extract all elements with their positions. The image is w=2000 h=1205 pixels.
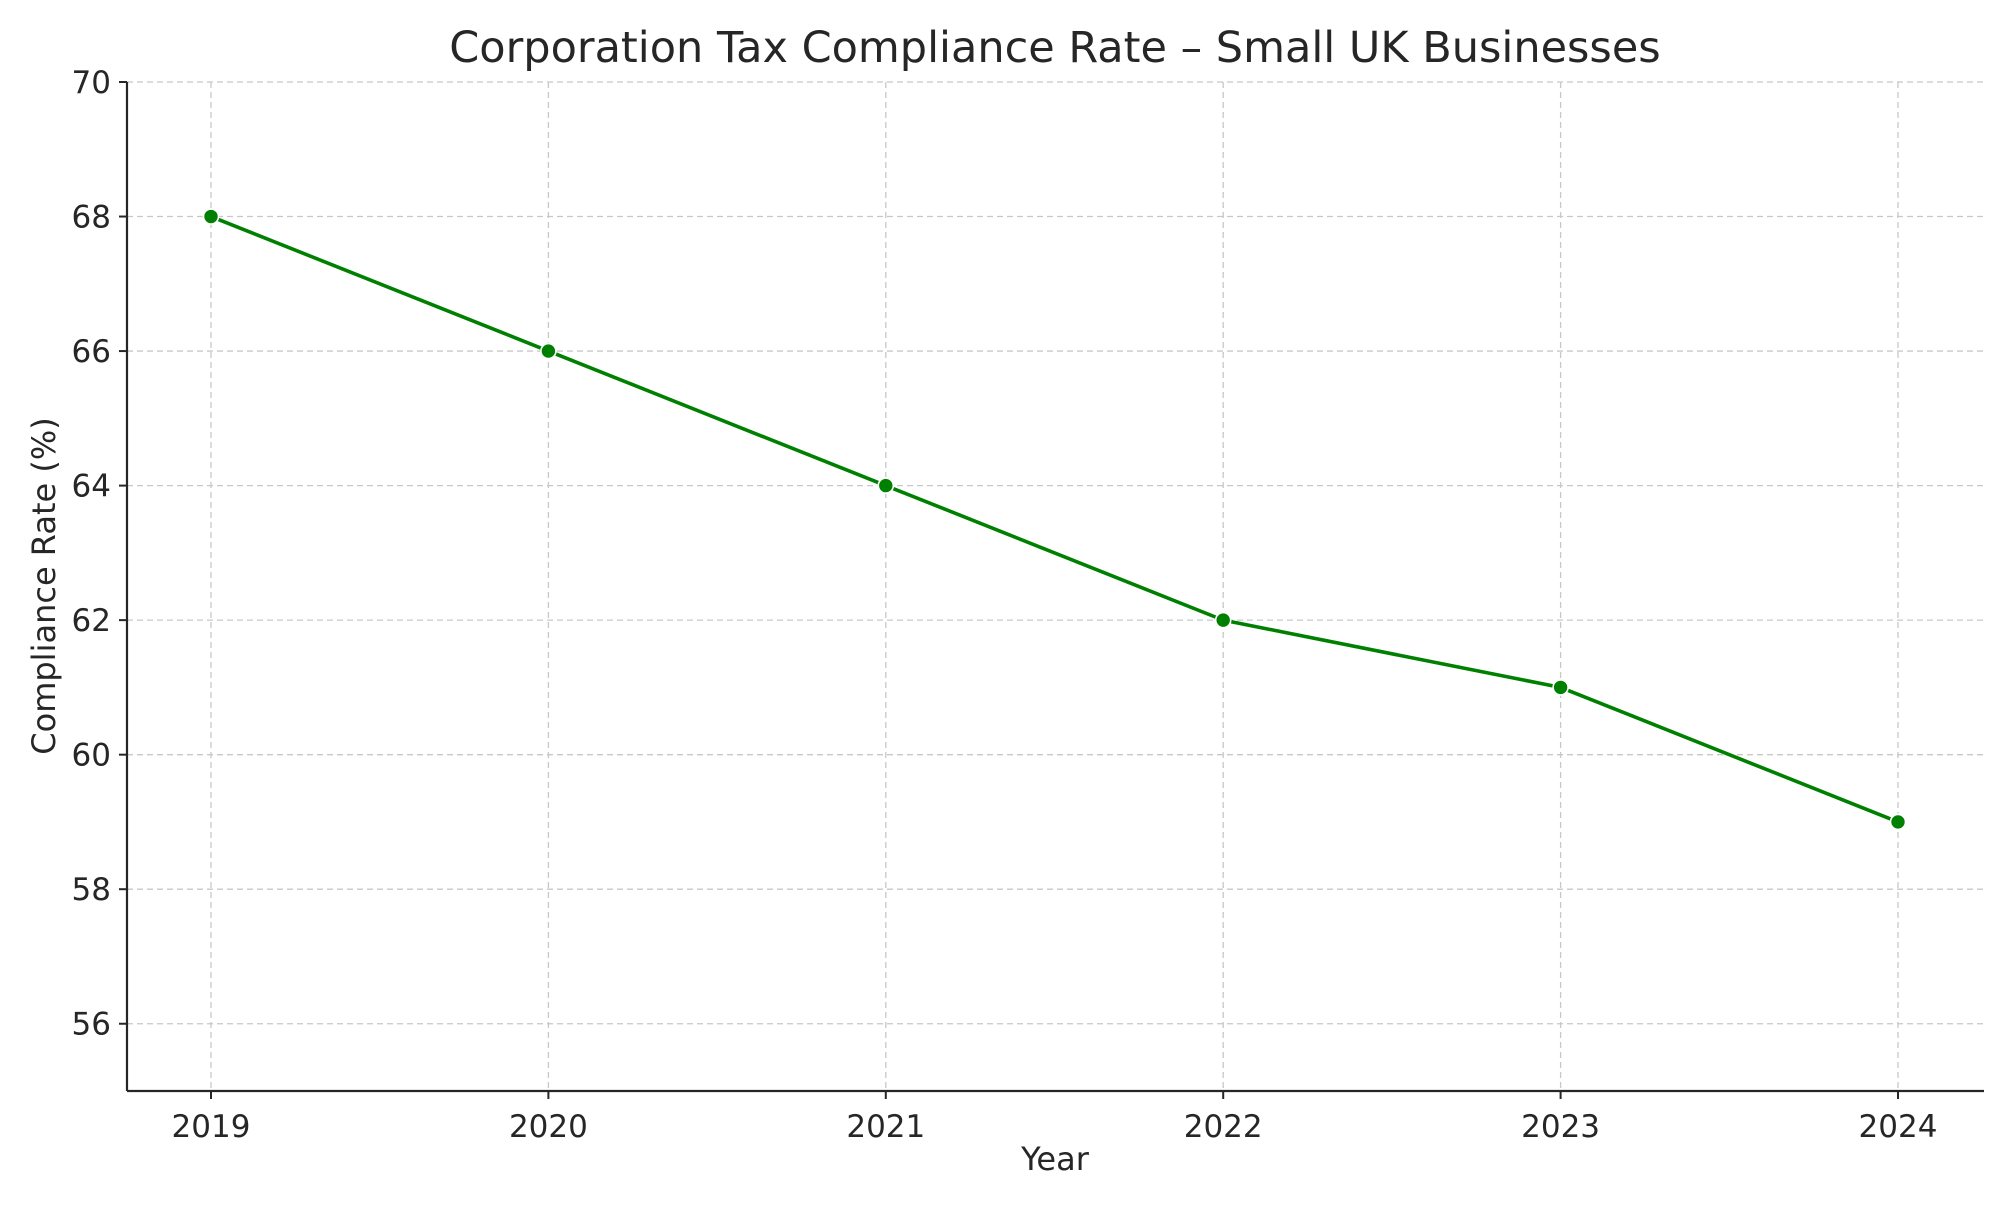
x-tick-label: 2022	[1184, 1109, 1263, 1145]
ticks: 2019 2020 2021 2022 2023 2024 56 58 60 62 64 66 68 70	[72, 65, 1938, 1145]
data-point	[540, 342, 557, 360]
y-tick-label: 68	[72, 200, 111, 236]
series	[202, 208, 1907, 831]
y-tick-label: 64	[72, 469, 111, 505]
x-tick-label: 2023	[1521, 1109, 1600, 1145]
y-tick-label: 58	[72, 872, 111, 908]
x-tick-label: 2019	[172, 1109, 251, 1145]
data-point	[1552, 679, 1569, 696]
y-tick-label: 62	[72, 603, 111, 639]
grid-lines	[127, 81, 1984, 1091]
y-axis-label: Compliance Rate (%)	[25, 417, 63, 754]
x-tick-label: 2024	[1859, 1109, 1938, 1145]
y-tick-label: 66	[72, 334, 111, 370]
series-line	[210, 214, 1899, 824]
x-tick-label: 2020	[509, 1109, 588, 1145]
y-tick-label: 60	[72, 738, 111, 774]
y-tick-label: 70	[72, 65, 111, 101]
x-axis-label: Year	[1020, 1140, 1090, 1178]
data-point	[877, 477, 895, 494]
y-tick-label: 56	[72, 1007, 111, 1043]
data-point	[202, 208, 220, 225]
data-point	[1889, 813, 1907, 831]
chart-title: Corporation Tax Compliance Rate – Small …	[449, 23, 1660, 73]
axes	[125, 82, 1984, 1093]
data-point	[1214, 611, 1232, 629]
x-tick-label: 2021	[846, 1109, 925, 1145]
